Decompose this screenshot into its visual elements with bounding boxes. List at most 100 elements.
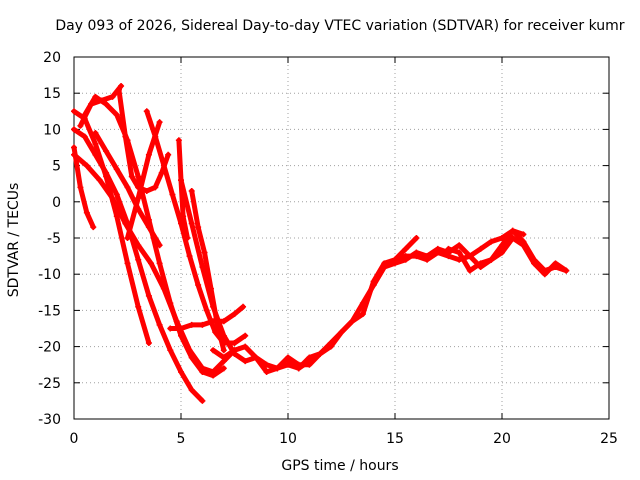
data-point bbox=[520, 242, 527, 249]
data-point bbox=[424, 253, 431, 260]
data-point bbox=[113, 191, 120, 198]
data-point bbox=[306, 361, 313, 368]
data-point bbox=[160, 162, 167, 169]
y-tick-label: 15 bbox=[43, 86, 61, 102]
data-point bbox=[77, 122, 84, 129]
data-point bbox=[113, 213, 120, 220]
x-tick-label: 10 bbox=[279, 431, 297, 447]
data-point bbox=[118, 82, 125, 89]
series-group bbox=[71, 82, 570, 404]
data-point bbox=[370, 282, 377, 289]
data-point bbox=[186, 253, 193, 260]
data-point bbox=[152, 184, 159, 191]
series-line-arc5 bbox=[82, 94, 227, 379]
data-point bbox=[152, 133, 159, 140]
data-point bbox=[124, 235, 131, 241]
data-point bbox=[71, 144, 77, 151]
data-point bbox=[203, 307, 210, 314]
data-point bbox=[413, 249, 420, 256]
chart-title: Day 093 of 2026, Sidereal Day-to-day VTE… bbox=[55, 18, 624, 34]
data-point bbox=[499, 235, 505, 241]
x-tick-label: 5 bbox=[177, 431, 186, 447]
data-point bbox=[195, 282, 202, 289]
data-point bbox=[109, 93, 116, 100]
data-point bbox=[359, 311, 366, 318]
data-point bbox=[148, 260, 155, 267]
data-point bbox=[109, 195, 116, 202]
data-point bbox=[466, 267, 473, 274]
data-point bbox=[509, 235, 516, 241]
data-point bbox=[115, 86, 122, 93]
data-point bbox=[135, 256, 142, 263]
data-point bbox=[220, 354, 227, 361]
data-point bbox=[77, 184, 84, 191]
data-point bbox=[220, 318, 227, 325]
data-point bbox=[252, 354, 259, 361]
data-point bbox=[195, 224, 202, 231]
data-point bbox=[242, 358, 249, 365]
data-point bbox=[71, 126, 77, 133]
data-point bbox=[90, 224, 97, 231]
y-tick-label: -25 bbox=[38, 376, 61, 392]
data-point bbox=[128, 173, 135, 180]
data-point bbox=[98, 97, 105, 104]
data-point bbox=[488, 256, 495, 263]
data-point bbox=[165, 151, 172, 158]
data-point bbox=[145, 292, 152, 299]
y-axis-title: SDTVAR / TECUs bbox=[6, 183, 22, 298]
data-point bbox=[199, 321, 206, 328]
data-point bbox=[188, 220, 195, 227]
data-point bbox=[83, 209, 90, 216]
data-point bbox=[207, 285, 214, 292]
data-point bbox=[520, 231, 527, 238]
data-point bbox=[231, 347, 238, 354]
data-point bbox=[103, 148, 110, 155]
data-point bbox=[88, 101, 95, 108]
data-point bbox=[124, 184, 131, 191]
y-tick-label: 20 bbox=[43, 50, 61, 66]
data-point bbox=[103, 169, 110, 176]
y-tick-label: -15 bbox=[38, 303, 61, 319]
data-point bbox=[145, 339, 152, 346]
data-point bbox=[214, 321, 221, 328]
data-point bbox=[552, 260, 559, 267]
data-point bbox=[456, 242, 463, 249]
data-point bbox=[156, 321, 163, 328]
data-point bbox=[92, 130, 99, 137]
data-point bbox=[263, 361, 270, 368]
x-tick-label: 0 bbox=[70, 431, 79, 447]
y-tick-label: -20 bbox=[38, 340, 61, 356]
data-point bbox=[199, 368, 206, 375]
data-point bbox=[531, 260, 538, 267]
data-point bbox=[178, 368, 184, 375]
data-point bbox=[477, 245, 484, 252]
data-point bbox=[135, 303, 142, 310]
data-point bbox=[96, 177, 103, 184]
data-point bbox=[122, 220, 129, 227]
x-axis-title: GPS time / hours bbox=[281, 458, 398, 474]
data-point bbox=[124, 260, 131, 267]
y-tick-label: 10 bbox=[43, 122, 61, 138]
data-point bbox=[210, 372, 217, 379]
data-point bbox=[122, 133, 129, 140]
data-point bbox=[180, 213, 187, 220]
data-point bbox=[167, 300, 174, 307]
data-point bbox=[477, 260, 484, 267]
data-point bbox=[188, 354, 195, 361]
data-point bbox=[188, 321, 195, 328]
data-point bbox=[188, 387, 195, 394]
data-point bbox=[499, 249, 505, 256]
data-point bbox=[71, 151, 77, 158]
data-point bbox=[295, 365, 302, 372]
data-point bbox=[145, 224, 152, 231]
data-point bbox=[113, 166, 120, 173]
data-point bbox=[169, 191, 176, 198]
data-point bbox=[285, 358, 291, 365]
data-point bbox=[274, 365, 281, 372]
series-line-arc12 bbox=[176, 137, 190, 241]
data-point bbox=[499, 242, 505, 249]
data-point bbox=[188, 187, 195, 194]
y-tick-label: 5 bbox=[52, 159, 61, 175]
data-point bbox=[434, 245, 441, 252]
